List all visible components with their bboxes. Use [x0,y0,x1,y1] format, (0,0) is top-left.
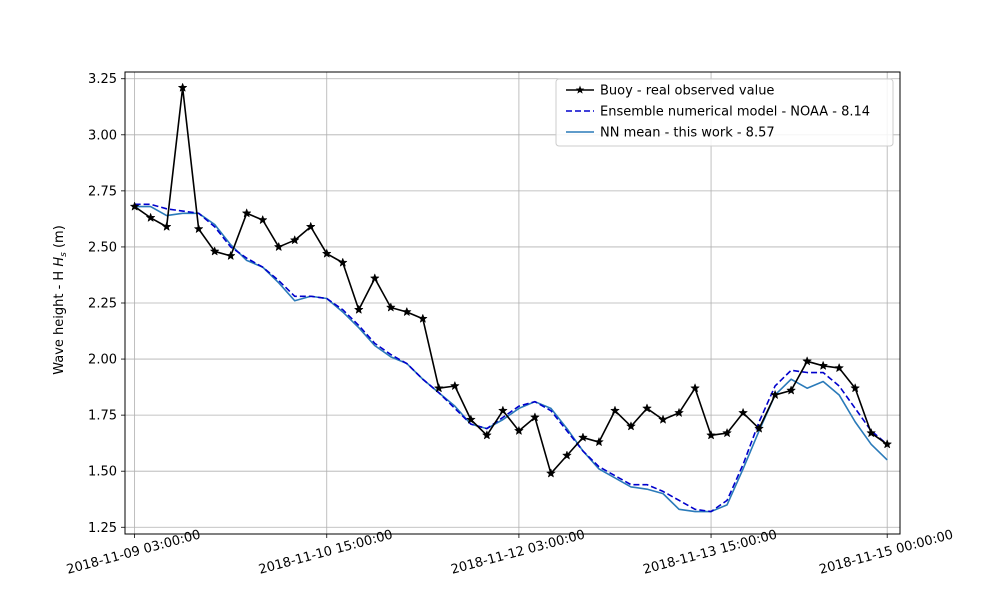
y-tick-label: 2.50 [88,240,117,255]
y-tick-label: 2.25 [88,297,117,312]
data-point-star [561,450,572,460]
data-point-star [305,221,316,231]
legend: Buoy - real observed value Ensemble numer… [555,78,894,147]
data-point-star [626,421,636,431]
y-tick-label: 1.75 [88,409,117,424]
y-tick-label: 1.25 [88,521,117,536]
data-point-star [786,385,797,395]
data-point-star [770,389,781,400]
data-point-star [850,383,861,393]
data-point-star [417,313,428,323]
data-point-star [241,208,252,218]
y-tick-label: 3.00 [88,128,117,143]
series-line [134,203,888,513]
data-point-star [337,257,348,267]
data-point-star [353,304,364,314]
data-point-star [257,214,268,225]
data-point-star [513,425,524,436]
data-point-star [577,432,588,442]
data-point-star [882,439,893,449]
data-point-star [610,405,620,415]
legend-label: Buoy - real observed value [600,84,774,99]
x-tick-label: 2018-11-13 15:00:00 [642,528,779,578]
data-point-star [401,306,412,317]
x-tick-label: 2018-11-10 15:00:00 [257,528,394,578]
data-point-star [658,414,668,424]
legend-entry: NN mean - this work - 8.57 [566,126,775,141]
series-layer [129,82,893,513]
x-tick-label: 2018-11-09 03:00:00 [65,528,202,578]
series-0 [129,82,893,478]
data-point-star [177,82,188,92]
data-point-star [193,223,204,234]
data-point-star [674,407,684,418]
legend-box [555,78,894,147]
data-point-star [273,241,284,252]
data-point-star [465,414,476,424]
data-point-star [706,430,717,440]
y-tick-label: 1.50 [88,465,117,480]
legend-entry: Buoy - real observed value [566,84,774,99]
data-point-star [690,383,700,393]
data-point-star [529,412,540,422]
data-point-star [161,221,172,231]
data-point-star [481,430,492,440]
data-point-star [818,360,829,371]
data-point-star [289,234,300,245]
y-axis-label: Wave height - H Hs (m) [52,225,69,375]
data-point-star [369,273,380,283]
data-point-star [129,201,140,211]
data-point-star [754,423,765,433]
data-point-star [802,356,813,366]
series-1 [134,203,888,513]
data-point-star [834,362,845,373]
data-point-star [321,248,332,258]
legend-star-marker [575,85,585,94]
data-point-star [866,427,877,438]
y-tick-label: 2.00 [88,353,117,368]
data-point-star [225,250,236,261]
data-point-star [545,468,556,478]
data-point-star [642,403,652,413]
grid [125,72,900,534]
data-point-star [145,212,156,222]
data-point-star [209,246,220,256]
data-point-star [738,407,749,418]
legend-entry: Ensemble numerical model - NOAA - 8.14 [566,105,870,120]
x-axis-ticks: 2018-11-09 03:00:00 2018-11-10 15:00:00 20… [65,528,955,578]
data-point-star [497,405,508,415]
x-tick-label: 2018-11-15 00:00:00 [818,528,955,578]
data-point-star [594,436,604,447]
data-point-star [433,383,444,393]
y-tick-label: 3.25 [88,72,117,87]
data-point-star [722,427,733,438]
data-point-star [385,302,396,312]
y-tick-label: 2.75 [88,184,117,199]
data-point-star [449,380,460,391]
y-axis-ticks: 1.25 1.50 1.75 2.00 2.25 2.50 2.75 3.00 3.25 [88,72,125,536]
legend-label: NN mean - this work - 8.57 [600,126,775,141]
legend-label: Ensemble numerical model - NOAA - 8.14 [600,105,870,120]
x-tick-label: 2018-11-12 03:00:00 [449,528,586,578]
